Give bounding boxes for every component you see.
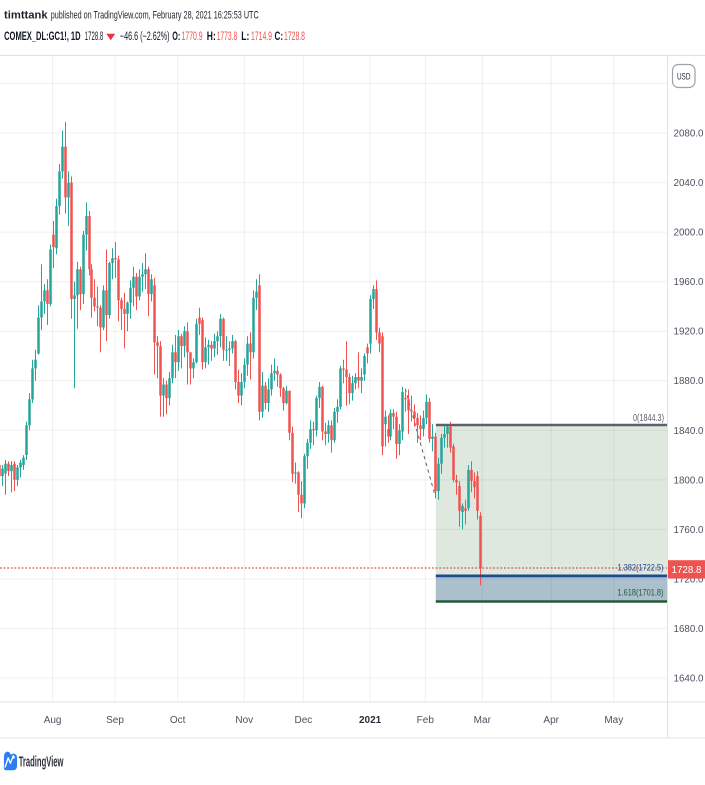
svg-text:1640.0: 1640.0: [674, 674, 704, 685]
svg-text:Sep: Sep: [106, 715, 124, 726]
svg-text:1800.0: 1800.0: [674, 475, 704, 486]
svg-text:Mar: Mar: [474, 715, 492, 726]
svg-text:Aug: Aug: [44, 715, 62, 726]
svg-text:Oct: Oct: [170, 715, 186, 726]
svg-text:2021: 2021: [359, 715, 382, 726]
svg-text:1720.0: 1720.0: [674, 575, 704, 586]
svg-text:1760.0: 1760.0: [674, 525, 704, 536]
svg-text:1.618(1701.8): 1.618(1701.8): [618, 588, 664, 599]
svg-text:TradingView: TradingView: [19, 753, 64, 770]
svg-text:1680.0: 1680.0: [674, 624, 704, 635]
svg-text:1920.0: 1920.0: [674, 327, 704, 338]
svg-text:2000.0: 2000.0: [674, 228, 704, 239]
svg-text:1.382(1722.5): 1.382(1722.5): [618, 563, 664, 574]
svg-text:1840.0: 1840.0: [674, 426, 704, 437]
svg-text:2040.0: 2040.0: [674, 178, 704, 189]
svg-text:May: May: [604, 715, 623, 726]
svg-text:Dec: Dec: [295, 715, 313, 726]
svg-text:Nov: Nov: [235, 715, 253, 726]
svg-text:0(1844.3): 0(1844.3): [633, 413, 664, 424]
svg-text:2080.0: 2080.0: [674, 129, 704, 140]
svg-text:Feb: Feb: [417, 715, 435, 726]
svg-text:1960.0: 1960.0: [674, 277, 704, 288]
svg-text:1728.8: 1728.8: [672, 565, 702, 576]
svg-text:1880.0: 1880.0: [674, 376, 704, 387]
svg-text:Apr: Apr: [543, 715, 559, 726]
svg-text:USD: USD: [677, 72, 691, 83]
